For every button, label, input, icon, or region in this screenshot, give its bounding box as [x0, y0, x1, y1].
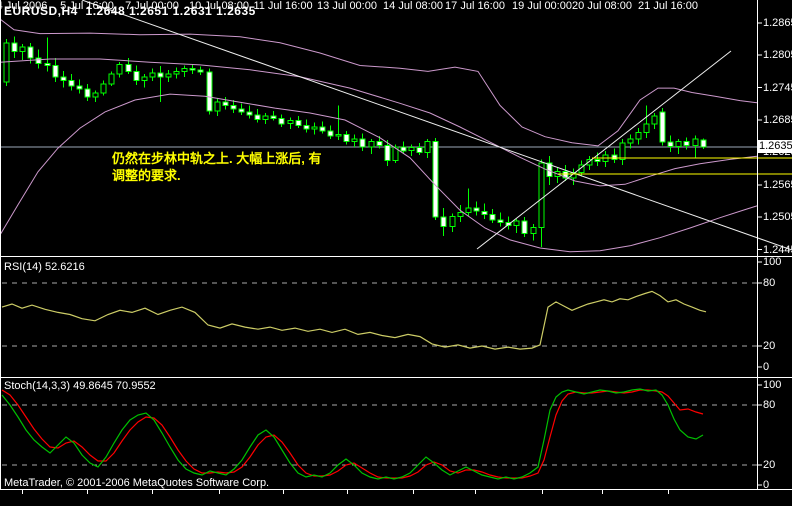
- price-axis-label: 1.2445: [763, 243, 792, 256]
- time-axis-label: 5 Jul 16:00: [60, 0, 114, 12]
- rsi-scale-label: 20: [763, 340, 776, 352]
- bid-price-box: 1.2635: [757, 140, 792, 153]
- price-axis-label: 1.2685: [763, 114, 792, 126]
- copyright-text: MetaTrader, © 2001-2006 MetaQuotes Softw…: [4, 477, 270, 489]
- time-axis-label: 13 Jul 00:00: [317, 0, 377, 12]
- annotation-line2: 调整的要求.: [112, 168, 181, 183]
- time-axis-label: 7 Jul 00:00: [125, 0, 179, 12]
- time-axis-label: 20 Jul 08:00: [572, 0, 632, 12]
- time-axis-label: 17 Jul 16:00: [445, 0, 505, 12]
- chart-title: EURUSD,H4 1.2648 1.2651 1.2631 1.2635: [4, 4, 256, 18]
- annotation-line1: 仍然在步林中轨之上. 大幅上涨后, 有: [112, 151, 322, 166]
- stoch-indicator-label: Stoch(14,3,3) 49.8645 70.9552: [4, 380, 156, 392]
- annotation-text: 仍然在步林中轨之上. 大幅上涨后, 有 调整的要求.: [112, 150, 321, 184]
- price-axis-label: 1.2805: [763, 49, 792, 62]
- rsi-scale-label: 80: [763, 277, 776, 289]
- time-axis-label: 19 Jul 00:00: [512, 0, 572, 12]
- stoch-scale-label: 80: [763, 399, 776, 411]
- rsi-scale-label: 0: [763, 361, 770, 373]
- time-axis-label: 4 Jul 2006: [0, 0, 48, 12]
- price-axis-label: 1.2865: [763, 16, 792, 29]
- time-axis-label: 10 Jul 08:00: [189, 0, 249, 12]
- price-axis-label: 1.2565: [763, 178, 792, 191]
- rsi-scale-label: 100: [763, 256, 782, 268]
- stoch-scale-label: 0: [763, 479, 770, 491]
- time-axis-label: 11 Jul 16:00: [253, 0, 313, 12]
- stoch-scale-label: 20: [763, 459, 776, 471]
- time-axis-label: 21 Jul 16:00: [638, 0, 698, 12]
- rsi-indicator-label: RSI(14) 52.6216: [4, 261, 85, 273]
- price-axis-label: 1.2505: [763, 211, 792, 224]
- stoch-scale-label: 100: [763, 379, 782, 391]
- time-axis-label: 14 Jul 08:00: [383, 0, 443, 12]
- price-axis-label: 1.2745: [763, 81, 792, 94]
